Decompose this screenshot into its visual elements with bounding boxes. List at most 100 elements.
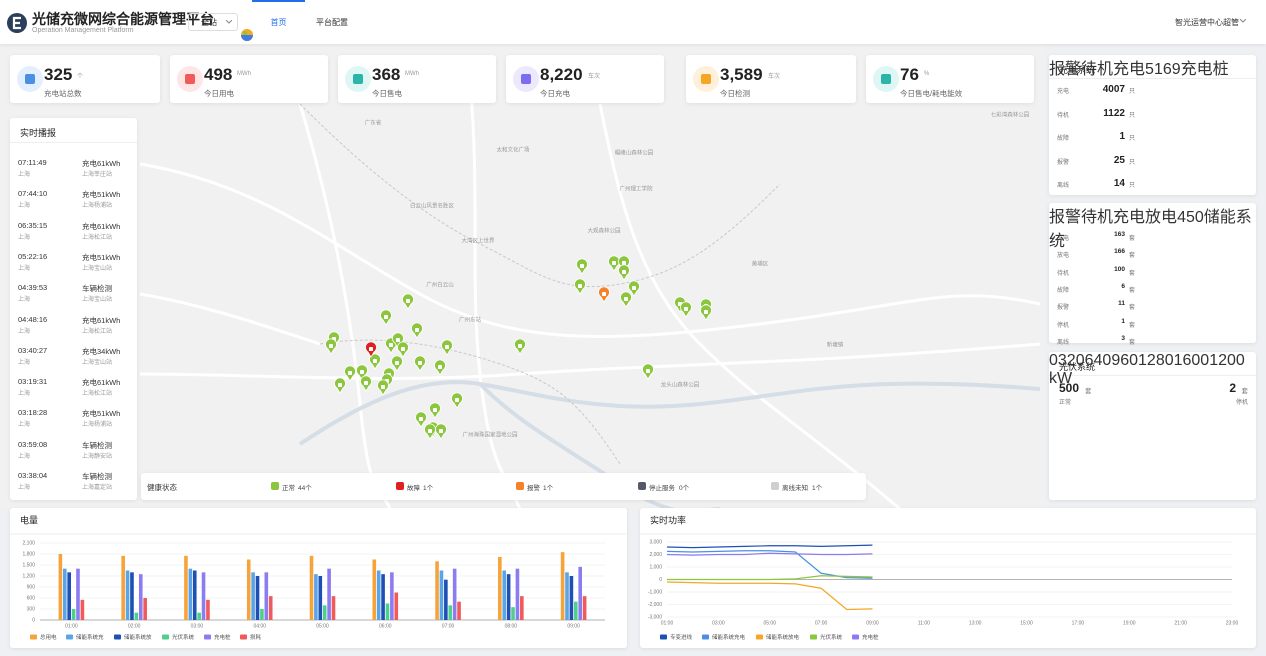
gauge-tick-label: 1600 <box>1174 352 1210 369</box>
stat-unit: 车次 <box>768 71 780 80</box>
row-value: 6 <box>1121 283 1125 290</box>
stat-icon <box>873 66 899 92</box>
stat-value: 8,220 <box>540 65 583 85</box>
x-tick-label: 21:00 <box>1174 620 1187 626</box>
stat-label: 今日售电 <box>372 88 402 99</box>
broadcast-event: 车辆检测 <box>82 471 112 482</box>
legend-label: 总用电 <box>40 633 57 641</box>
pin-icon <box>396 338 400 342</box>
pin-icon <box>360 370 364 374</box>
broadcast-city: 上海 <box>18 451 30 460</box>
legend-swatch <box>756 635 763 640</box>
pin-icon <box>684 307 688 311</box>
bar <box>327 569 331 620</box>
broadcast-station: 上海嘉定站 <box>82 482 112 491</box>
donut-label: 报警 <box>1049 61 1081 78</box>
health-count: 1个 <box>543 482 553 492</box>
x-tick-label: 08:00 <box>505 623 518 629</box>
broadcast-event: 充电34kWh <box>82 346 120 357</box>
row-label: 停机 <box>1057 320 1069 329</box>
stat-icon-glyph <box>521 74 531 84</box>
broadcast-station: 上海松江站 <box>82 388 112 397</box>
pin-icon <box>646 369 650 373</box>
broadcast-time: 04:48:16 <box>18 315 47 324</box>
health-dot <box>396 482 404 490</box>
site-select[interactable]: 全站 <box>188 13 238 31</box>
donut-label: 待机 <box>1081 61 1113 78</box>
health-dot <box>771 482 779 490</box>
x-tick-label: 09:00 <box>866 620 879 626</box>
row-value: 100 <box>1114 266 1125 273</box>
health-label: 离线未知 <box>782 482 808 492</box>
row-unit: 套 <box>1129 302 1135 311</box>
top-bar: 光储充微网综合能源管理平台 Operation Management Platf… <box>0 0 1266 44</box>
broadcast-event: 充电61kWh <box>82 377 120 388</box>
y-tick-label: 1,500 <box>22 562 35 568</box>
health-count: 0个 <box>679 482 689 492</box>
x-tick-label: 03:00 <box>712 620 725 626</box>
stat-icon-glyph <box>185 74 195 84</box>
pin-icon <box>419 417 423 421</box>
gauge-tick-label: 0 <box>1049 352 1058 369</box>
bar <box>390 572 394 620</box>
nav-tab[interactable]: 平台配置 <box>316 17 348 28</box>
y-tick-label: -1,000 <box>648 589 662 595</box>
broadcast-station: 上海松江站 <box>82 232 112 241</box>
y-tick-label: 0 <box>659 577 662 583</box>
x-tick-label: 01:00 <box>661 620 674 626</box>
y-tick-label: 1,000 <box>649 564 662 570</box>
user-menu[interactable]: 智光运营中心超管 <box>1175 17 1239 28</box>
row-label: 离线 <box>1057 180 1069 189</box>
broadcast-station: 上海莘庄站 <box>82 169 112 178</box>
app-title: 光储充微网综合能源管理平台 <box>32 9 214 29</box>
gauge-tick-label: 320 <box>1058 352 1085 369</box>
row-label: 充电 <box>1057 86 1069 95</box>
pin-icon <box>438 365 442 369</box>
bar <box>444 580 448 620</box>
pv-system-card: 光伏系统500套正常2套停机0320640960128016001200 kW <box>1049 352 1256 500</box>
pin-icon <box>373 359 377 363</box>
bar <box>448 605 452 620</box>
line-series <box>667 545 872 548</box>
bar <box>260 609 264 620</box>
x-tick-label: 09:00 <box>567 623 580 629</box>
row-label: 放电 <box>1057 250 1069 259</box>
row-unit: 套 <box>1129 285 1135 294</box>
pin-icon <box>395 361 399 365</box>
broadcast-time: 03:40:27 <box>18 346 47 355</box>
row-value: 1122 <box>1103 108 1125 119</box>
stat-label: 今日售电/耗电能效 <box>900 88 962 99</box>
pin-icon <box>632 286 636 290</box>
stat-label: 今日检测 <box>720 88 750 99</box>
energy-card: 电量03006009001,2001,5001,8002,10001:0002:… <box>10 508 627 648</box>
broadcast-time: 03:59:08 <box>18 440 47 449</box>
stat-unit: 车次 <box>588 71 600 80</box>
bar <box>381 574 385 620</box>
stat-value: 3,589 <box>720 65 763 85</box>
broadcast-station: 上海静安站 <box>82 451 112 460</box>
broadcast-city: 上海 <box>18 294 30 303</box>
map-label: 帽峰山森林公园 <box>615 148 654 156</box>
bar <box>135 613 139 620</box>
legend-swatch <box>240 635 247 640</box>
pin-icon <box>415 328 419 332</box>
nav-tab[interactable]: 首页 <box>252 17 305 28</box>
broadcast-event: 车辆检测 <box>82 440 112 451</box>
bar <box>72 609 76 620</box>
divider <box>10 142 137 143</box>
bar <box>511 607 515 620</box>
x-tick-label: 02:00 <box>128 623 141 629</box>
broadcast-station: 上海杨浦站 <box>82 419 112 428</box>
stat-icon <box>345 66 371 92</box>
stat-unit: MWh <box>237 71 251 77</box>
donut-chart: 报警待机充电放电450储能系统 <box>1049 203 1256 251</box>
legend-swatch <box>702 635 709 640</box>
donut-label: 报警 <box>1049 209 1081 226</box>
bar <box>394 593 398 621</box>
bar <box>197 613 201 620</box>
row-value: 11 <box>1118 300 1125 307</box>
bar <box>265 572 269 620</box>
broadcast-time: 03:19:31 <box>18 377 47 386</box>
pin-icon <box>418 361 422 365</box>
broadcast-time: 04:39:53 <box>18 283 47 292</box>
